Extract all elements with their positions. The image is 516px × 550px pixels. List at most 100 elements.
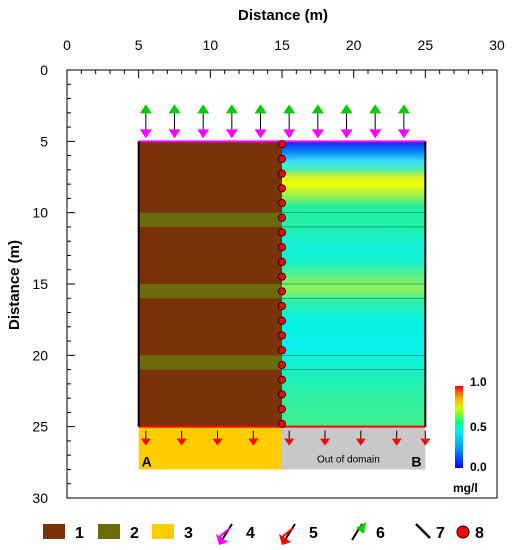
olive-band [138,212,282,227]
green-arrow-head [225,104,238,114]
red-arrow-head [320,438,330,446]
colorbar-min-label: 0.0 [470,460,487,474]
axis-ticks [66,69,498,499]
legend-number: 8 [475,525,484,542]
x-tick-label: 15 [274,37,290,53]
observation-dot [277,243,286,252]
red-arrow-head [248,438,259,446]
green-arrow-head [283,104,296,114]
colorbar-unit: mg/l [453,481,478,495]
observation-dot [277,331,286,340]
magenta-arrow-head [197,129,210,139]
double-flux-arrow [340,104,353,139]
red-arrow-head [212,438,223,446]
y-tick-label: 0 [40,62,48,78]
observation-dot [277,184,286,193]
legend-item-8: 8 [456,525,484,542]
outflow-arrow [284,430,295,446]
green-arrow-head [139,104,152,114]
observation-dot [277,419,286,428]
observation-dot [277,169,286,178]
legend-arrow-trail [280,527,294,539]
legend: 1 2 3 4 5 6 7 8 [43,522,484,545]
legend-arrow-shaft [284,523,296,541]
legend-item-3: 3 [152,524,193,542]
x-tick-label: 10 [203,37,219,53]
top-flux-arrows [139,104,410,139]
legend-swatch [43,524,65,539]
red-arrow-head [355,438,366,446]
legend-swatch [98,524,120,539]
legend-number: 4 [246,525,255,542]
y-tick-label: 10 [32,205,48,221]
legend-item-2: 2 [98,524,139,542]
olive-band [138,284,282,299]
y-tick-label: 5 [40,133,48,149]
green-arrow-head [369,104,382,114]
x-tick-label: 5 [135,37,143,53]
double-flux-arrow [197,104,210,139]
outflow-arrow [420,430,431,446]
legend-dot [456,525,470,539]
legend-line [415,523,431,539]
observation-dot [277,140,286,149]
y-tick-label: 30 [32,490,48,506]
green-arrow-head [311,104,324,114]
green-arrow-head [397,104,410,114]
outflow-arrow [391,430,402,446]
green-arrow-head [254,104,267,114]
bottom-outflow-arrows [140,430,431,446]
observation-dot [277,405,286,414]
legend-arrow-trail [217,527,231,539]
red-arrow-head [391,438,402,446]
magenta-arrow-head [369,129,382,139]
magenta-arrow-head [397,129,410,139]
double-flux-arrow [311,104,324,139]
x-tick-label: 30 [489,37,505,53]
green-arrow-head [197,104,210,114]
legend-number: 6 [376,525,385,542]
observation-dot [277,199,286,208]
observation-dot [277,346,286,355]
legend-number: 1 [75,525,84,542]
observation-dot [277,302,286,311]
olive-band [138,355,282,370]
y-tick-label: 25 [32,419,48,435]
observation-points [277,140,286,428]
observation-dot [277,287,286,296]
red-arrow-head [284,438,295,446]
x-tick-labels: 0 5 10 15 20 25 30 [63,37,505,53]
magenta-arrow-head [283,129,296,139]
double-flux-arrow [369,104,382,139]
double-flux-arrow [168,104,181,139]
legend-number: 3 [184,525,193,542]
out-of-domain-label: Out of domain [317,455,380,466]
x-tick-label: 20 [346,37,362,53]
observation-dot [277,360,286,369]
corner-label-b: B [411,454,421,470]
olive-bands [138,212,282,370]
observation-dot [277,316,286,325]
layer-boundary-lines [282,212,426,370]
legend-item-4: 4 [216,523,255,545]
legend-arrow-head [356,522,366,534]
outflow-arrow [320,430,330,446]
observation-dot [277,390,286,399]
observation-dot [277,375,286,384]
legend-item-1: 1 [43,524,84,542]
outflow-arrow [355,430,366,446]
colorbar-max-label: 1.0 [470,375,487,389]
magenta-arrow-head [311,129,324,139]
red-arrow-head [176,438,187,446]
observation-dot [277,228,286,237]
y-tick-label: 20 [32,347,48,363]
outflow-arrow [248,430,259,446]
x-axis-title: Distance (m) [238,7,328,24]
inflow-zone-a [138,426,282,470]
legend-item-6: 6 [351,522,385,542]
double-flux-arrow [254,104,267,139]
green-arrow-head [340,104,353,114]
corner-label-a: A [142,454,152,470]
observation-dot [277,257,286,266]
